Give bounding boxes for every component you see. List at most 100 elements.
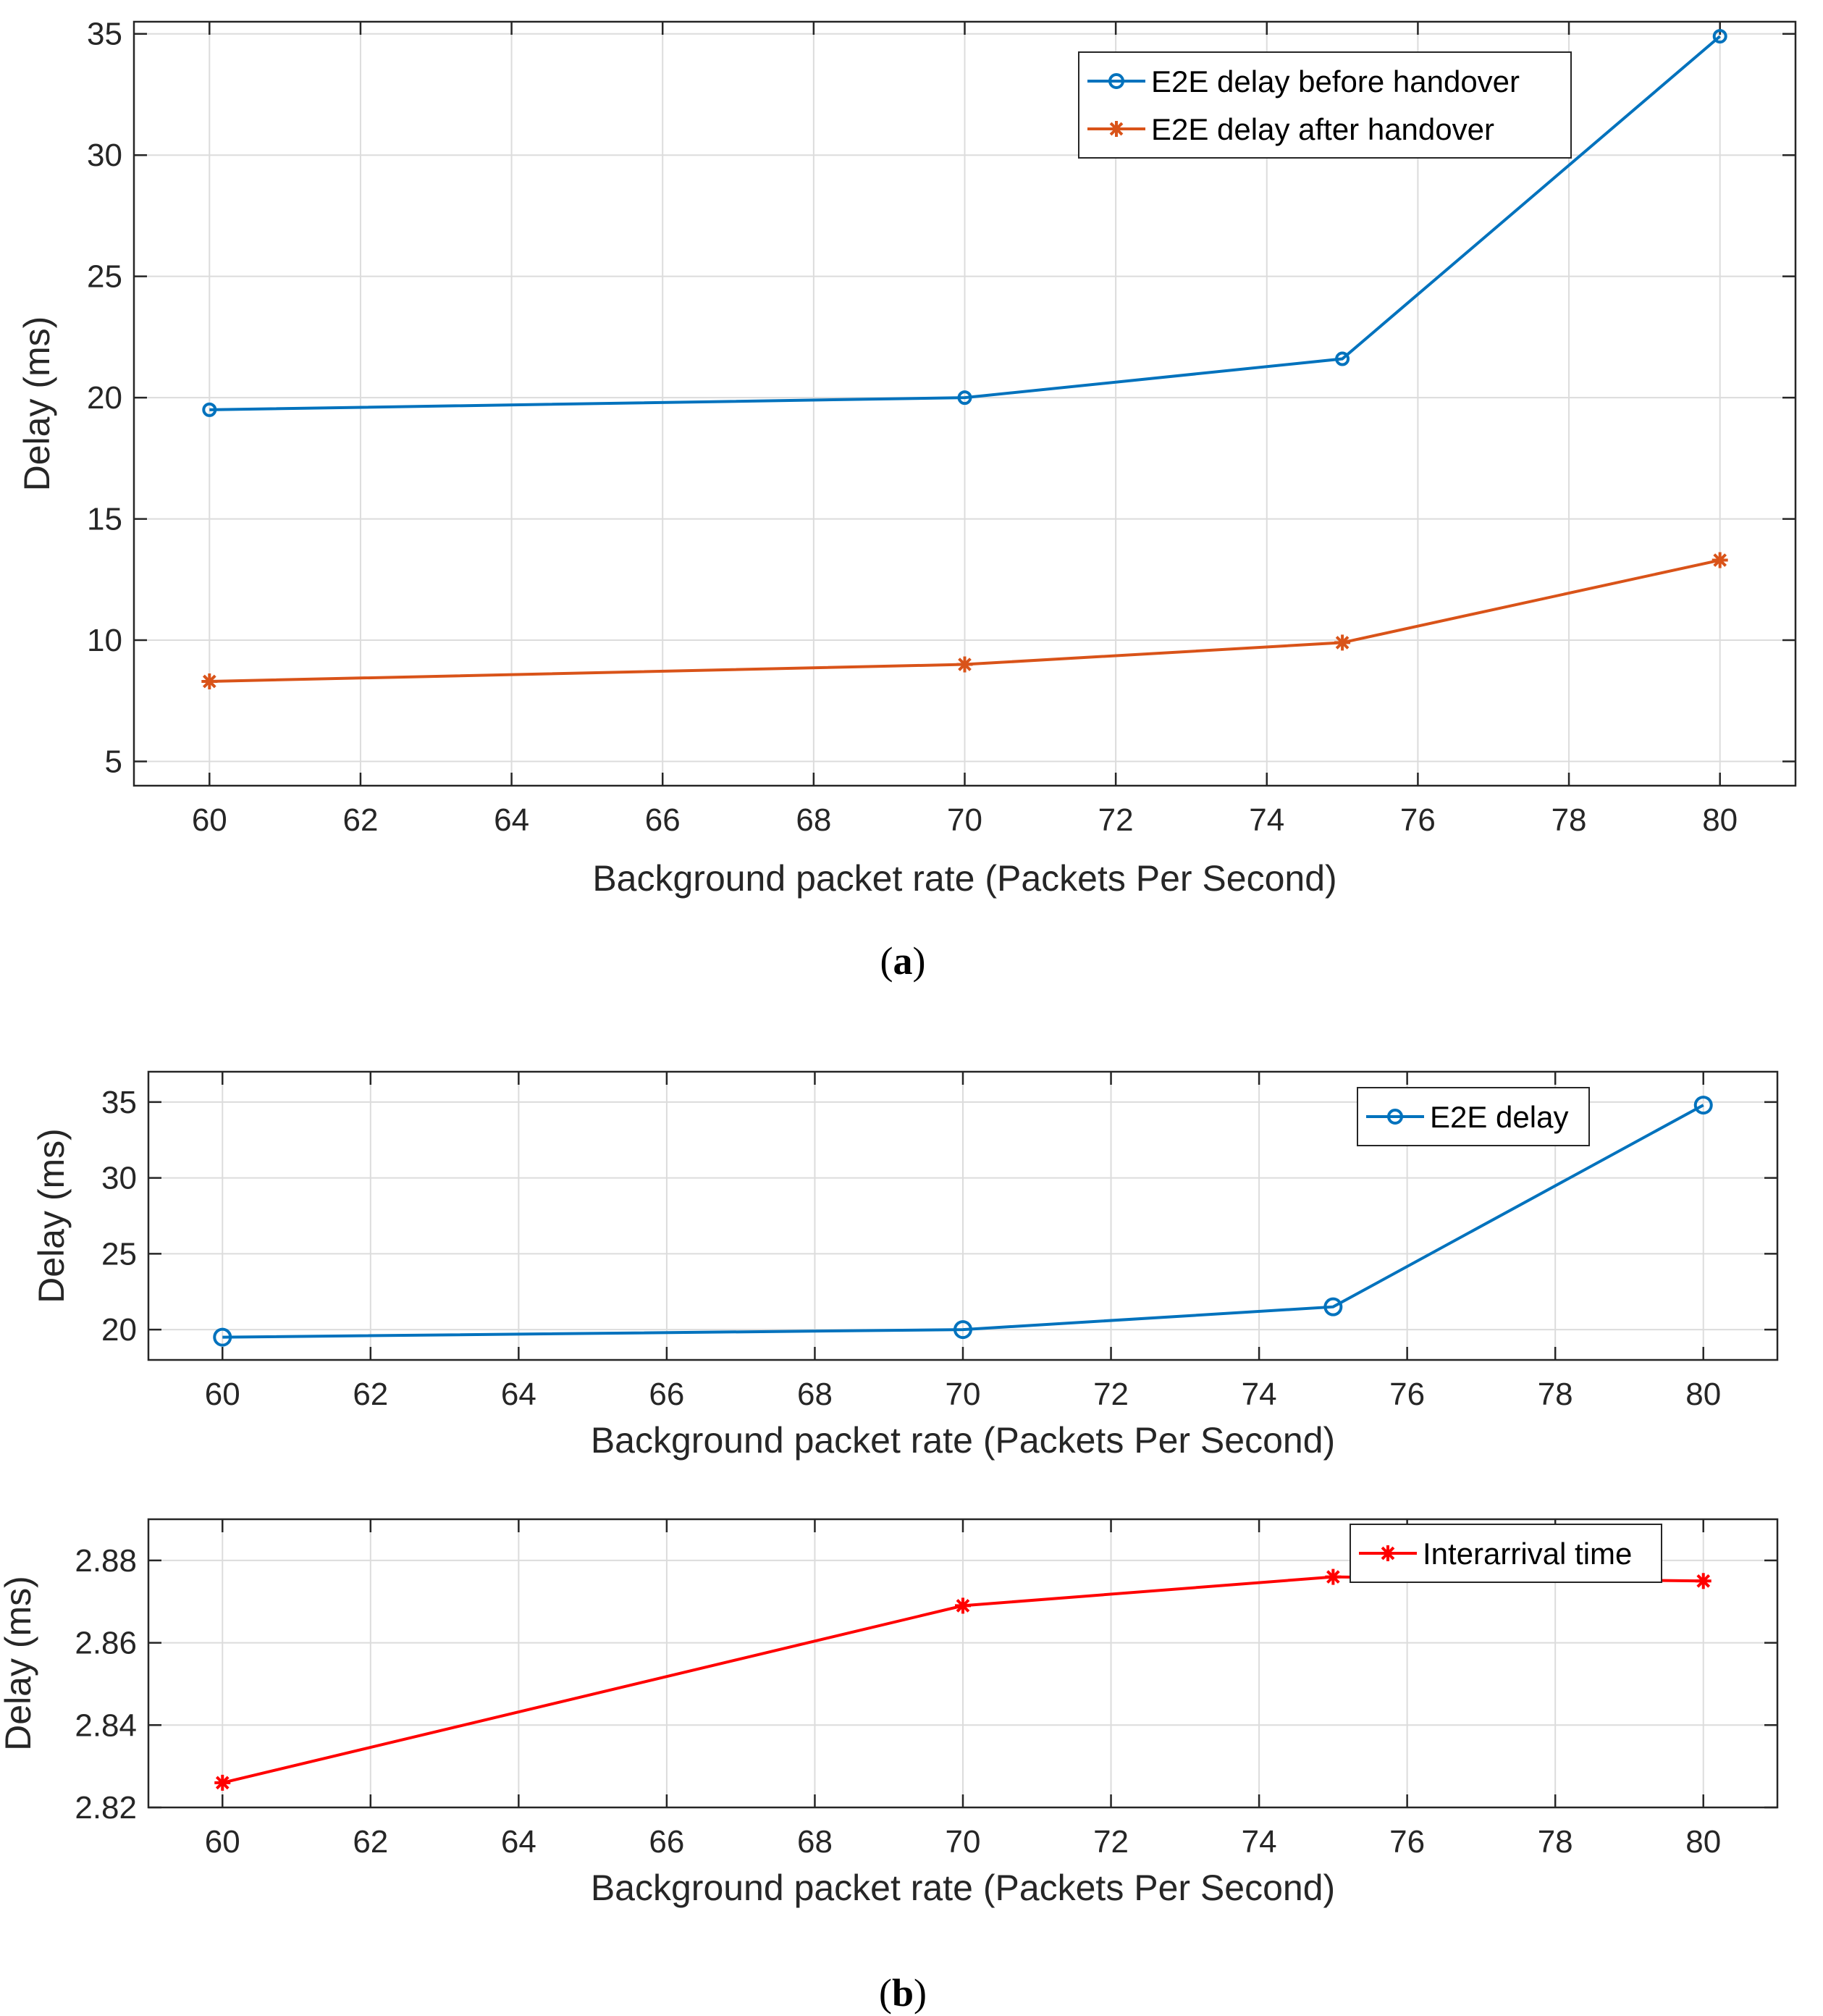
data-point-1 [956, 656, 973, 673]
x-tick-label: 76 [1400, 802, 1436, 838]
data-point-1 [957, 390, 972, 406]
marker-stroke [1109, 122, 1124, 136]
y-tick-label: 2.88 [75, 1543, 137, 1579]
data-point-3 [1712, 29, 1727, 44]
y-tick-label: 30 [87, 138, 122, 173]
x-tick-label: 74 [1249, 802, 1284, 838]
y-tick-label: 20 [101, 1312, 137, 1348]
data-point-0 [214, 1774, 231, 1791]
marker-stroke [1335, 636, 1350, 650]
x-tick-label: 66 [645, 802, 681, 838]
x-tick-label: 64 [494, 802, 529, 838]
data-point-2 [1325, 1568, 1342, 1585]
y-tick-label: 5 [105, 744, 122, 780]
x-tick-label: 78 [1552, 802, 1587, 838]
marker-stroke [1326, 1570, 1340, 1584]
x-tick-label: 80 [1685, 1377, 1721, 1412]
data-point-1 [955, 1597, 971, 1614]
x-tick-label: 62 [353, 1377, 388, 1412]
marker-stroke [958, 658, 972, 671]
x-tick-label: 72 [1093, 1377, 1129, 1412]
x-axis-label: Background packet rate (Packets Per Seco… [591, 1420, 1335, 1461]
y-tick-label: 25 [101, 1236, 137, 1272]
data-point-1 [953, 1320, 972, 1340]
x-tick-label: 78 [1538, 1377, 1573, 1412]
legend: E2E delay [1357, 1087, 1590, 1146]
series-line [209, 35, 1721, 411]
marker-stroke [215, 1776, 230, 1790]
x-tick-label: 60 [205, 1824, 240, 1860]
y-tick-label: 10 [87, 623, 122, 658]
x-tick-label: 68 [796, 802, 831, 838]
data-point-legend-0 [1387, 1109, 1403, 1125]
x-tick-label: 70 [946, 1377, 981, 1412]
x-tick-label: 64 [501, 1824, 536, 1860]
y-tick-label: 2.86 [75, 1626, 137, 1661]
x-tick-label: 60 [192, 802, 227, 838]
legend-entry: E2E delay [1430, 1100, 1568, 1134]
x-tick-label: 78 [1538, 1824, 1573, 1860]
marker-stroke [1713, 553, 1727, 567]
series-e2e-delay-after-handover [201, 552, 1728, 689]
data-point-legend-0 [1380, 1545, 1396, 1561]
legend-entry: E2E delay before handover [1151, 64, 1520, 98]
y-tick-label: 15 [87, 502, 122, 537]
legend-entry: Interarrival time [1423, 1537, 1632, 1571]
chart-b-top: 60 62 64 66 68 70 72 74 76 78 80 20 25 30 35 Background… [31, 1070, 1779, 1461]
x-tick-label: 60 [205, 1377, 240, 1412]
data-point-2 [1334, 634, 1351, 651]
marker-stroke [1381, 1546, 1395, 1561]
x-tick-label: 68 [797, 1824, 833, 1860]
x-tick-label: 64 [501, 1377, 536, 1412]
series-e2e-delay [213, 1096, 1713, 1347]
y-tick-label: 20 [87, 380, 122, 416]
series-line [209, 558, 1721, 683]
marker-stroke [956, 1599, 970, 1613]
legend-box [1078, 51, 1572, 159]
x-axis-label: Background packet rate (Packets Per Seco… [591, 1868, 1335, 1908]
data-point-0 [213, 1327, 232, 1347]
x-tick-label: 74 [1242, 1377, 1277, 1412]
data-point-legend-1 [1108, 121, 1124, 137]
caption-a: (a) [880, 939, 926, 983]
data-point-2 [1335, 351, 1350, 366]
chart-b-bottom: 60 62 64 66 68 70 72 74 76 78 80 2.82 2.84 2.86 2.88 Ba… [0, 1518, 1779, 1908]
data-point-0 [201, 673, 218, 689]
data-point-0 [202, 402, 217, 417]
x-tick-label: 80 [1702, 802, 1738, 838]
legend: E2E delay before handover E2E delay after… [1078, 51, 1572, 159]
x-tick-label: 62 [342, 802, 378, 838]
x-tick-label: 80 [1685, 1824, 1721, 1860]
x-tick-label: 62 [353, 1824, 388, 1860]
x-tick-label: 76 [1389, 1824, 1425, 1860]
data-point-3 [1693, 1096, 1713, 1115]
y-tick-label: 30 [101, 1161, 137, 1196]
x-tick-label: 66 [649, 1824, 684, 1860]
x-tick-label: 76 [1389, 1377, 1425, 1412]
series-line [222, 1104, 1704, 1339]
marker-stroke [202, 674, 216, 689]
caption-b: (b) [879, 1971, 927, 2015]
x-tick-label: 66 [649, 1377, 684, 1412]
y-tick-label: 35 [87, 17, 122, 52]
data-point-2 [1323, 1297, 1343, 1316]
x-tick-label: 68 [797, 1377, 833, 1412]
x-tick-label: 72 [1098, 802, 1134, 838]
y-tick-label: 35 [101, 1085, 137, 1120]
data-point-3 [1695, 1573, 1712, 1589]
x-tick-label: 70 [946, 1824, 981, 1860]
chart-a: 60 62 64 66 68 70 72 74 76 78 80 5 10 15 20 25 30 35 Backg… [17, 17, 1797, 899]
x-tick-label: 70 [947, 802, 982, 838]
y-tick-label: 2.84 [75, 1708, 137, 1743]
y-tick-label: 25 [87, 259, 122, 295]
legend-entry: E2E delay after handover [1151, 112, 1494, 146]
y-axis-label: Delay (ms) [0, 1576, 38, 1751]
y-axis-label: Delay (ms) [31, 1128, 72, 1303]
legend: Interarrival time [1350, 1524, 1662, 1583]
x-tick-label: 72 [1093, 1824, 1129, 1860]
x-tick-label: 74 [1242, 1824, 1277, 1860]
y-tick-label: 2.82 [75, 1790, 137, 1826]
data-point-legend-0 [1108, 73, 1124, 89]
marker-stroke [1696, 1574, 1711, 1588]
